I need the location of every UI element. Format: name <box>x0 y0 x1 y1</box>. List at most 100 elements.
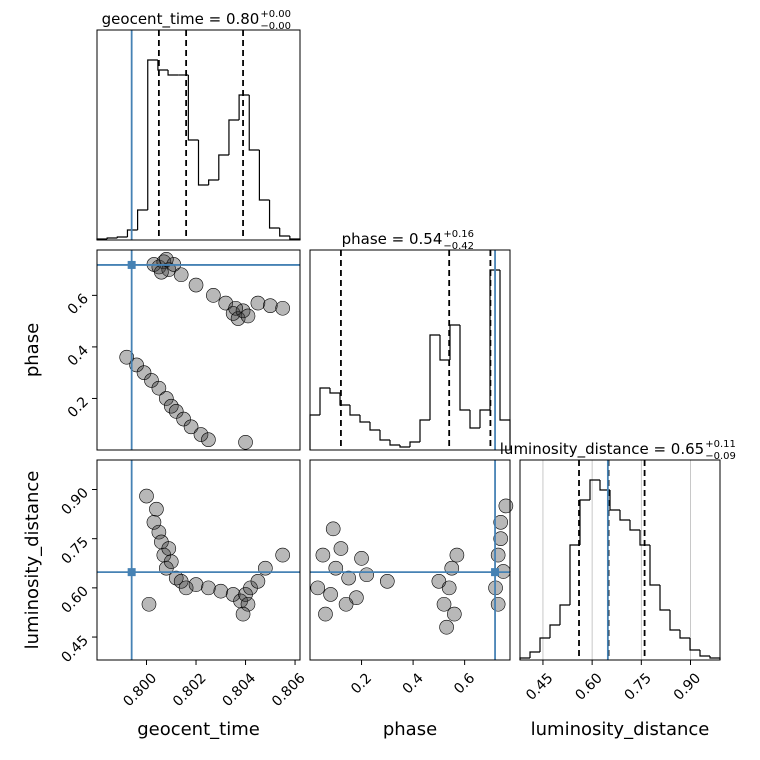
hist-step <box>116 236 128 238</box>
sample-point <box>338 596 354 612</box>
hist-step <box>228 119 240 155</box>
hist-step <box>126 229 138 237</box>
hist-step <box>379 430 390 441</box>
title-upper: +0.11 <box>705 439 736 450</box>
panel: 0.45 0.60 0.75 0.90 luminosity_distance lumin… <box>500 439 736 740</box>
hist-step <box>709 656 721 660</box>
title-lower: −0.00 <box>260 21 291 32</box>
y-tick-label: 0.60 <box>58 583 91 616</box>
x-axis-label: phase <box>383 719 437 740</box>
hist-step <box>238 94 250 120</box>
hist-step <box>589 479 600 500</box>
sample-point <box>441 580 457 596</box>
hist-step <box>399 445 410 448</box>
hist-step <box>157 60 169 71</box>
hist-step <box>137 209 148 230</box>
panel-frame <box>309 249 511 451</box>
sample-point <box>354 551 369 566</box>
panel: phase = 0.54 +0.16−0.42 <box>309 229 511 451</box>
sample-point <box>119 349 135 365</box>
hist-step <box>619 510 630 521</box>
sample-point <box>498 498 514 514</box>
sample-point <box>206 288 221 303</box>
hist-step <box>106 237 118 239</box>
sample-point <box>436 596 452 612</box>
sample-point <box>193 427 209 442</box>
sample-point <box>323 587 338 602</box>
hist-step <box>639 530 650 546</box>
sample-point <box>176 411 191 427</box>
title-lower: −0.09 <box>705 451 736 462</box>
sample-point <box>159 391 174 406</box>
y-axis-label: luminosity_distance <box>22 471 43 650</box>
title-upper: +0.00 <box>260 9 291 20</box>
sample-point <box>141 596 157 612</box>
sample-point <box>250 574 266 589</box>
sample-point <box>243 580 258 596</box>
sample-point <box>250 295 266 311</box>
sample-point <box>235 606 251 622</box>
sample-point <box>328 560 344 576</box>
sample-point <box>439 619 454 635</box>
sample-point <box>173 267 189 283</box>
sample-point <box>154 534 169 550</box>
hist-step <box>649 545 660 586</box>
hist-step <box>609 490 620 511</box>
hist-step <box>359 415 370 423</box>
hist-step <box>279 228 290 237</box>
panel-frame <box>96 29 301 241</box>
truth-marker <box>491 568 500 577</box>
sample-point <box>318 606 333 622</box>
panel-frame <box>96 249 301 451</box>
x-tick-label: 0.75 <box>622 670 655 703</box>
x-tick-label: 0.2 <box>348 670 375 697</box>
hist-step <box>309 414 320 450</box>
title-lower: −0.42 <box>443 241 474 252</box>
hist-step <box>669 610 680 631</box>
sample-point <box>183 419 199 435</box>
sample-point <box>151 380 167 396</box>
hist-step <box>469 410 480 429</box>
truth-marker <box>127 568 136 577</box>
sample-point <box>349 590 364 606</box>
hist-step <box>208 179 219 185</box>
hist-step <box>147 59 158 210</box>
hist-step <box>569 544 580 605</box>
panel-frame <box>519 459 721 661</box>
sample-point <box>129 357 144 373</box>
sample-point <box>359 567 375 583</box>
hist-step <box>289 236 301 240</box>
hist-step <box>449 324 460 360</box>
panel: 0.2 0.4 0.6 phase <box>309 459 514 740</box>
hist-step <box>187 75 199 141</box>
y-tick-label: 0.75 <box>58 534 91 567</box>
x-axis-label: luminosity_distance <box>531 719 710 740</box>
hist-step <box>479 409 490 428</box>
sample-point <box>238 434 253 450</box>
x-tick-label: 0.60 <box>572 670 605 703</box>
hist-step <box>659 585 670 611</box>
hist-step <box>439 335 450 361</box>
sample-point <box>225 587 241 602</box>
hist-step <box>369 422 380 431</box>
sample-point <box>151 524 167 540</box>
sample-point <box>149 501 164 517</box>
hist-step <box>679 630 690 639</box>
sample-point <box>333 541 349 556</box>
hist-step <box>349 405 360 416</box>
sample-point <box>240 596 256 612</box>
x-tick-label: 0.4 <box>400 670 427 697</box>
y-axis-label: phase <box>22 323 43 377</box>
hist-step <box>197 140 209 186</box>
sample-point <box>178 580 194 596</box>
hist-step <box>248 95 260 151</box>
x-axis-label: geocent_time <box>137 719 260 740</box>
hist-step <box>579 499 590 545</box>
sample-point <box>188 277 204 293</box>
x-tick-label: 0.800 <box>120 670 160 710</box>
sample-point <box>228 300 243 316</box>
sample-point <box>444 560 460 576</box>
sample-point <box>139 488 154 504</box>
sample-point <box>188 577 204 592</box>
